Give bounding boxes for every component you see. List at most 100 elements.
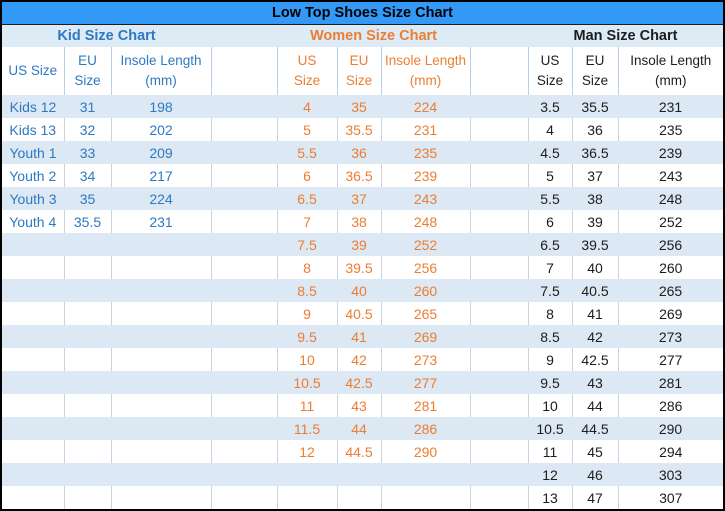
man-eu-cell: 40.5 — [581, 282, 609, 299]
table-row: 13 47 307 — [2, 486, 723, 509]
kid-us-cell — [2, 463, 64, 486]
man-us-cell: 4 — [527, 118, 573, 141]
man-insole-cell: 303 — [658, 466, 683, 483]
man-us-cell: 10 — [527, 394, 573, 417]
man-eu-cell: 36.5 — [581, 144, 609, 161]
kid-eu-cell — [63, 440, 112, 463]
man-insole-cell: 243 — [617, 164, 723, 187]
kid-insole-cell — [111, 417, 211, 440]
man-us-cell: 5.5 — [540, 190, 560, 207]
table-row: 12 44.5 290 11 45 294 — [2, 440, 723, 463]
table-row: Kids 12 31 198 4 35 224 3.5 35.5 231 — [2, 95, 723, 118]
women-insole-cell: 239 — [380, 164, 471, 187]
women-section-title: Women Size Chart — [309, 28, 438, 44]
man-insole-cell: 231 — [658, 98, 683, 115]
kid-insole-cell — [110, 394, 212, 417]
kid-insole-cell: 202 — [110, 118, 212, 141]
spacer-cell — [211, 233, 277, 256]
spacer-cell — [470, 371, 528, 394]
kid-insole-cell — [111, 463, 211, 486]
spacer-cell — [211, 141, 277, 164]
women-insole-cell: 277 — [413, 374, 438, 391]
man-eu-cell: 38 — [587, 190, 603, 207]
spacer-cell — [210, 256, 278, 279]
kid-us-cell — [2, 279, 64, 302]
kid-us-cell — [2, 486, 65, 509]
table-row: 12 46 303 — [2, 463, 723, 486]
man-us-cell: 6 — [527, 210, 573, 233]
man-eu-cell: 39 — [571, 210, 619, 233]
women-insole-cell: 231 — [380, 118, 471, 141]
women-us-cell: 11.5 — [293, 420, 321, 437]
women-insole-cell: 290 — [380, 440, 471, 463]
spacer-cell — [470, 417, 528, 440]
man-eu-cell: 45 — [571, 440, 619, 463]
women-insole-cell: 252 — [413, 236, 438, 253]
man-us-cell: 9.5 — [540, 374, 560, 391]
man-us-size-header: US Size — [527, 47, 573, 95]
kid-eu-cell — [64, 233, 111, 256]
women-insole-cell: 224 — [413, 98, 438, 115]
man-insole-cell: 265 — [658, 282, 683, 299]
kid-us-cell — [2, 325, 64, 348]
man-eu-cell: 47 — [571, 486, 619, 509]
women-eu-cell — [336, 486, 382, 509]
man-eu-cell: 42.5 — [571, 348, 619, 371]
man-eu-cell: 42 — [587, 328, 603, 345]
kid-eu-cell: 34 — [63, 164, 112, 187]
kid-eu-cell — [63, 256, 112, 279]
kid-eu-cell — [63, 302, 112, 325]
table-row: 10 42 273 9 42.5 277 — [2, 348, 723, 371]
women-insole-cell: 243 — [413, 190, 438, 207]
spacer-cell — [211, 95, 277, 118]
kid-eu-cell — [63, 348, 112, 371]
women-insole-cell: 286 — [413, 420, 438, 437]
man-us-cell: 11 — [527, 440, 573, 463]
women-insole-cell — [380, 486, 471, 509]
spacer-cell — [469, 348, 529, 371]
women-insole-cell: 269 — [413, 328, 438, 345]
spacer-cell — [470, 279, 528, 302]
spacer-cell — [469, 164, 529, 187]
women-us-cell: 7.5 — [297, 236, 317, 253]
women-eu-size-header: EU Size — [336, 47, 382, 95]
man-insole-cell: 281 — [658, 374, 683, 391]
women-eu-cell: 35.5 — [336, 118, 382, 141]
man-eu-cell: 44 — [571, 394, 619, 417]
man-eu-cell: 37 — [571, 164, 619, 187]
table-row: 7.5 39 252 6.5 39.5 256 — [2, 233, 723, 256]
women-us-cell: 10 — [276, 348, 338, 371]
women-eu-cell — [337, 463, 381, 486]
table-row: Youth 1 33 209 5.5 36 235 4.5 36.5 239 — [2, 141, 723, 164]
kid-eu-cell — [64, 417, 111, 440]
spacer-cell — [211, 279, 277, 302]
women-eu-cell: 39 — [351, 236, 367, 253]
women-eu-cell: 44 — [351, 420, 367, 437]
women-us-cell: 9 — [276, 302, 338, 325]
spacer-cell — [469, 47, 529, 95]
kid-eu-cell: 33 — [79, 144, 96, 161]
kid-insole-cell: 198 — [149, 98, 173, 115]
man-insole-cell: 273 — [658, 328, 683, 345]
man-us-cell: 7.5 — [540, 282, 560, 299]
spacer-cell — [469, 256, 529, 279]
spacer-cell — [210, 164, 278, 187]
man-insole-cell: 256 — [658, 236, 683, 253]
kid-us-cell — [2, 233, 64, 256]
kid-eu-cell — [64, 279, 111, 302]
man-insole-cell: 269 — [617, 302, 723, 325]
man-insole-cell: 248 — [658, 190, 683, 207]
kid-eu-cell — [63, 394, 112, 417]
women-insole-cell — [381, 463, 470, 486]
women-eu-cell: 42.5 — [345, 374, 373, 391]
spacer-cell — [210, 210, 278, 233]
kid-insole-cell: 224 — [149, 190, 173, 207]
column-header-row: US Size EU Size Insole Length (mm) US Si… — [2, 47, 723, 95]
man-us-cell: 9 — [527, 348, 573, 371]
kid-insole-cell: 231 — [110, 210, 212, 233]
women-eu-cell: 40 — [351, 282, 367, 299]
kid-insole-cell: 217 — [110, 164, 212, 187]
spacer-cell — [469, 440, 529, 463]
women-us-cell — [277, 463, 337, 486]
man-insole-cell: 286 — [617, 394, 723, 417]
